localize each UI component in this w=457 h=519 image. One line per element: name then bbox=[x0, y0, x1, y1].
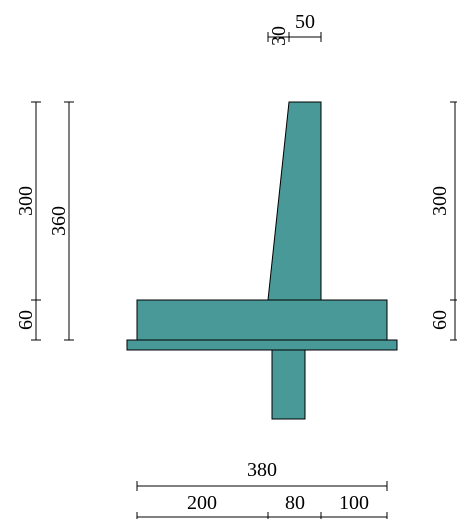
dim-right-60: 60 bbox=[429, 310, 451, 330]
right-dimensions: 300 60 bbox=[429, 101, 457, 341]
structure bbox=[126, 101, 398, 420]
dim-left-300: 300 bbox=[15, 186, 37, 216]
dim-bottom-80: 80 bbox=[285, 492, 305, 514]
dim-top-30: 30 bbox=[268, 26, 290, 46]
top-dimension: 30 50 bbox=[267, 11, 322, 46]
dim-bottom-200: 200 bbox=[187, 492, 217, 514]
dim-bottom-100: 100 bbox=[339, 492, 369, 514]
dim-right-300: 300 bbox=[429, 186, 451, 216]
footing-base bbox=[136, 299, 388, 341]
left-dimensions: 300 360 60 bbox=[15, 101, 74, 341]
dim-bottom-380: 380 bbox=[247, 459, 277, 481]
dim-left-60: 60 bbox=[15, 310, 37, 330]
wall-stem bbox=[267, 101, 322, 301]
bottom-dimensions: 380 200 80 100 bbox=[136, 459, 388, 519]
shear-key bbox=[271, 349, 306, 420]
dim-top-50: 50 bbox=[295, 11, 315, 33]
dim-left-360: 360 bbox=[48, 206, 70, 236]
lean-concrete-slab bbox=[126, 339, 398, 351]
